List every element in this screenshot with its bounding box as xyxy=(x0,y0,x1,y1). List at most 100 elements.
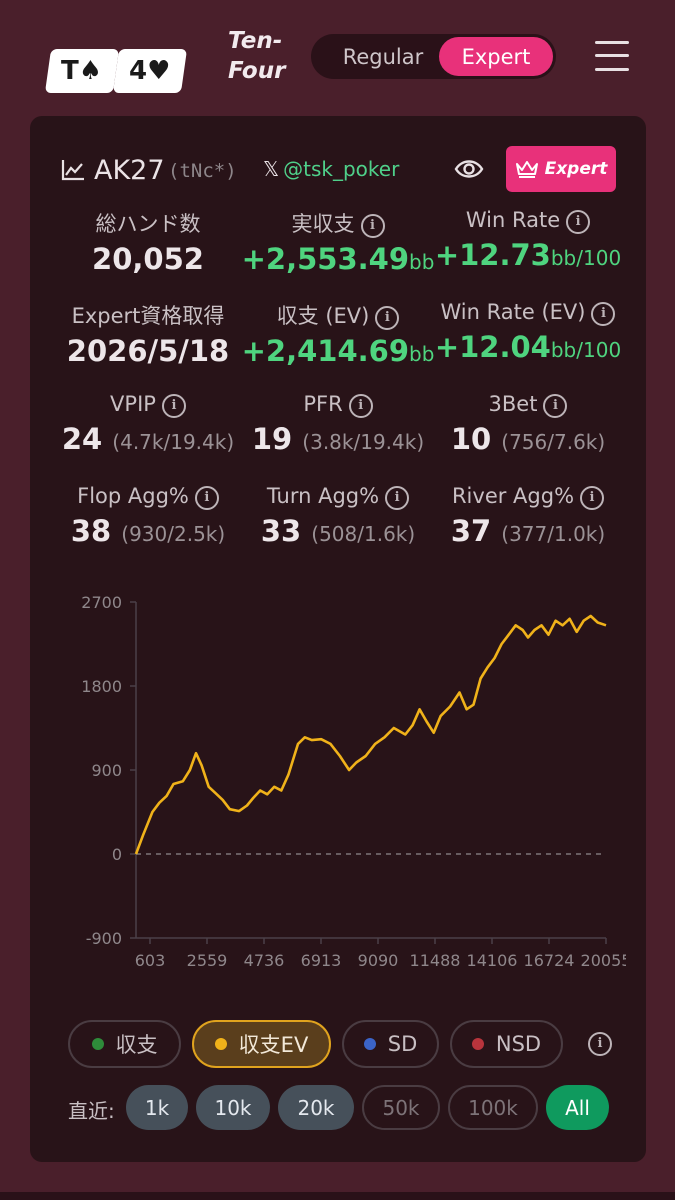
brand-line-2: Four xyxy=(228,58,286,84)
legend-chip-nsd[interactable]: NSD xyxy=(450,1020,563,1068)
info-icon[interactable]: i xyxy=(543,394,568,418)
player-name: AK27 xyxy=(94,155,165,186)
stat-pfr-label: PFR xyxy=(303,392,343,416)
y-tick-label: 1800 xyxy=(81,677,122,696)
info-icon[interactable]: i xyxy=(194,486,219,510)
x-tick-label: 6913 xyxy=(301,951,342,970)
x-logo-icon: 𝕏 xyxy=(263,157,280,181)
profit-chart[interactable]: 2700 1800 900 0 -900 603 2559 4736 6913 9090 11488… xyxy=(66,585,626,980)
x-tick-label: 14106 xyxy=(467,951,518,970)
info-icon[interactable]: i xyxy=(591,302,616,326)
stat-hands-label: 総ハンド数 xyxy=(95,212,201,236)
stat-turn-agg: Turn Agg% i 33 (508/1.6k) xyxy=(238,484,438,548)
stat-profit-ev-unit: bb xyxy=(409,342,435,366)
stat-profit-ev-value: +2,414.69 xyxy=(241,334,409,368)
stat-hands: 総ハンド数 20,052 xyxy=(48,208,248,276)
stat-3bet-label: 3Bet xyxy=(488,392,538,416)
legend-label: SD xyxy=(387,1032,418,1056)
stat-winrate-ev-label: Win Rate (EV) xyxy=(440,300,586,324)
stat-expert-date-value: 2026/5/18 xyxy=(66,334,230,368)
stat-profit-unit: bb xyxy=(409,250,435,274)
crown-icon xyxy=(515,161,538,178)
stat-3bet-detail: (756/7.6k) xyxy=(501,430,606,454)
y-tick-label: -900 xyxy=(86,929,122,948)
stat-winrate-ev-unit: bb/100 xyxy=(550,338,622,362)
stat-river-agg: River Agg% i 37 (377/1.0k) xyxy=(428,484,628,548)
x-handle: @tsk_poker xyxy=(283,157,400,181)
stat-vpip-value: 24 xyxy=(61,422,103,456)
legend-chip-profit-ev[interactable]: 収支EV xyxy=(192,1020,331,1068)
player-card xyxy=(30,116,646,1162)
stat-river-agg-detail: (377/1.0k) xyxy=(501,522,606,546)
logo-card-ten-spade[interactable]: T♠ xyxy=(44,49,120,93)
y-tick-label: 900 xyxy=(91,761,122,780)
x-tick-label: 11488 xyxy=(410,951,461,970)
stat-vpip-label: VPIP xyxy=(110,392,156,416)
legend-dot-icon xyxy=(363,1038,376,1050)
mode-expert-button[interactable]: Expert xyxy=(439,37,553,76)
stat-winrate-ev: Win Rate (EV) i +12.04bb/100 xyxy=(428,300,628,364)
stat-pfr-detail: (3.8k/19.4k) xyxy=(302,430,425,454)
stat-vpip: VPIP i 24 (4.7k/19.4k) xyxy=(48,392,248,456)
x-tick-label: 603 xyxy=(135,951,166,970)
stat-winrate: Win Rate i +12.73bb/100 xyxy=(428,208,628,272)
menu-icon[interactable] xyxy=(595,40,629,72)
legend-label: NSD xyxy=(495,1032,542,1056)
info-icon[interactable]: i xyxy=(385,486,410,510)
x-tick-label: 16724 xyxy=(524,951,575,970)
stat-turn-agg-detail: (508/1.6k) xyxy=(311,522,416,546)
range-1k-button[interactable]: 1k xyxy=(126,1085,188,1130)
range-all-button[interactable]: All xyxy=(546,1085,609,1130)
eye-icon[interactable] xyxy=(454,156,484,182)
x-tick-label: 4736 xyxy=(244,951,285,970)
info-icon[interactable]: i xyxy=(580,486,605,510)
info-icon[interactable]: i xyxy=(360,214,385,238)
legend-chip-sd[interactable]: SD xyxy=(342,1020,439,1068)
stat-vpip-detail: (4.7k/19.4k) xyxy=(112,430,235,454)
stat-winrate-label: Win Rate xyxy=(465,208,561,232)
x-tick-label: 20055 xyxy=(581,951,626,970)
info-icon[interactable]: i xyxy=(566,210,591,234)
range-label: 直近: xyxy=(68,1099,115,1123)
legend-dot-icon xyxy=(214,1038,227,1050)
x-profile-link[interactable]: 𝕏 @tsk_poker xyxy=(263,157,399,181)
stat-flop-agg-value: 38 xyxy=(70,514,112,548)
stat-pfr: PFR i 19 (3.8k/19.4k) xyxy=(238,392,438,456)
stat-3bet-value: 10 xyxy=(450,422,492,456)
player-code: (tNc*) xyxy=(168,160,237,182)
top-bar: T♠ 4♥ Ten- Four Regular Expert xyxy=(0,0,675,116)
range-10k-button[interactable]: 10k xyxy=(196,1085,270,1130)
stat-flop-agg-detail: (930/2.5k) xyxy=(121,522,226,546)
legend-label: 収支EV xyxy=(238,1033,309,1057)
stat-turn-agg-label: Turn Agg% xyxy=(266,484,380,508)
expert-badge[interactable]: Expert xyxy=(506,146,616,192)
stat-profit: 実収支 i +2,553.49bb xyxy=(238,208,438,276)
x-tick-label: 9090 xyxy=(358,951,399,970)
stat-profit-ev-label: 収支 (EV) xyxy=(276,304,370,328)
info-icon[interactable]: i xyxy=(375,306,400,330)
info-icon[interactable]: i xyxy=(161,394,186,418)
expert-badge-label: Expert xyxy=(544,159,608,179)
line-chart-icon xyxy=(61,160,84,181)
stat-river-agg-value: 37 xyxy=(450,514,492,548)
info-icon[interactable]: i xyxy=(348,394,373,418)
range-20k-button[interactable]: 20k xyxy=(278,1085,354,1130)
bottom-edge xyxy=(0,1192,675,1200)
stat-profit-label: 実収支 xyxy=(291,212,355,236)
brand-name[interactable]: Ten- Four xyxy=(228,26,285,86)
stat-turn-agg-value: 33 xyxy=(260,514,302,548)
legend-dot-icon xyxy=(471,1038,484,1050)
x-tick-label: 2559 xyxy=(187,951,228,970)
range-100k-button[interactable]: 100k xyxy=(448,1085,538,1130)
y-tick-label: 0 xyxy=(112,845,122,864)
stat-river-agg-label: River Agg% xyxy=(451,484,575,508)
stat-expert-date-label: Expert資格取得 xyxy=(71,304,225,328)
stat-flop-agg-label: Flop Agg% xyxy=(77,484,189,508)
legend-dot-icon xyxy=(91,1038,104,1050)
range-50k-button[interactable]: 50k xyxy=(362,1085,440,1130)
mode-regular-button[interactable]: Regular xyxy=(342,44,424,69)
logo-card-four-heart[interactable]: 4♥ xyxy=(112,49,188,93)
y-tick-label: 2700 xyxy=(81,593,122,612)
legend-info-icon[interactable]: i xyxy=(588,1032,612,1056)
legend-chip-profit[interactable]: 収支 xyxy=(68,1020,181,1068)
